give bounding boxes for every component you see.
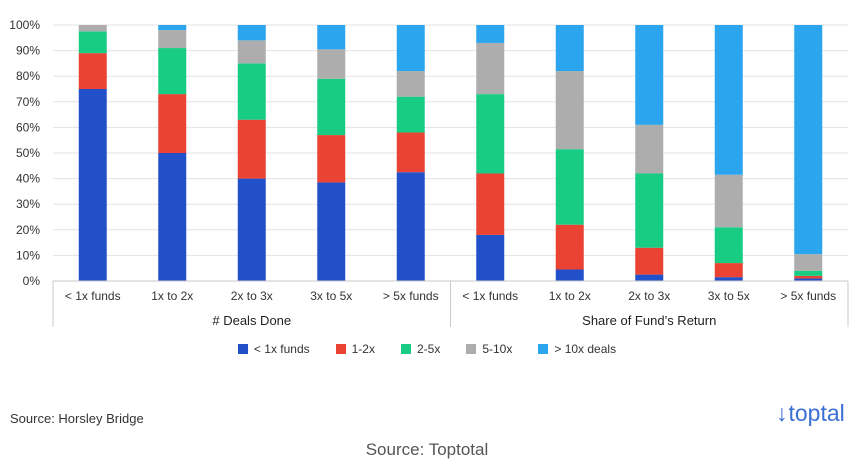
- bar-segment: [714, 263, 743, 278]
- bar-segment: [476, 94, 505, 174]
- x-tick-label: 1x to 2x: [549, 289, 591, 303]
- y-tick-label: 20%: [16, 223, 40, 237]
- y-tick-label: 60%: [16, 120, 40, 134]
- y-tick-label: 50%: [16, 146, 40, 160]
- y-tick-label: 80%: [16, 69, 40, 83]
- bar-segment: [794, 275, 823, 279]
- bar-segment: [635, 25, 664, 125]
- legend-item-5-10x: 5-10x: [466, 342, 512, 356]
- bar-segment: [317, 182, 346, 281]
- x-tick-label: 3x to 5x: [310, 289, 352, 303]
- toptal-logo-icon: ↓: [776, 400, 788, 426]
- bar-segment: [635, 247, 664, 275]
- legend-label: 5-10x: [482, 342, 513, 356]
- x-tick-label: > 5x funds: [780, 289, 836, 303]
- y-tick-label: 10%: [16, 248, 40, 262]
- legend-swatch: [237, 344, 248, 354]
- y-tick-label: 100%: [9, 18, 40, 32]
- bar-segment: [158, 30, 187, 49]
- bar-segment: [237, 178, 266, 281]
- x-tick-label: < 1x funds: [65, 289, 121, 303]
- bar-segment: [794, 254, 823, 271]
- bar-segment: [317, 135, 346, 183]
- bar-segment: [158, 153, 187, 281]
- legend-label: 1-2x: [351, 342, 375, 356]
- bar-segment: [555, 149, 584, 225]
- y-tick-label: 0%: [23, 274, 41, 288]
- legend-item-1-2x: 1-2x: [335, 342, 375, 356]
- group-label: # Deals Done: [212, 313, 291, 328]
- y-tick-label: 30%: [16, 197, 40, 211]
- bar-segment: [714, 174, 743, 228]
- legend-item-gt10x: > 10x deals: [538, 342, 616, 356]
- source-note: Source: Horsley Bridge: [10, 411, 144, 426]
- bar-segment: [555, 224, 584, 270]
- bar-segment: [794, 25, 823, 255]
- bar-segment: [317, 49, 346, 79]
- x-tick-label: 2x to 3x: [231, 289, 273, 303]
- bar-segment: [476, 25, 505, 43]
- bar-segment: [635, 274, 664, 281]
- bar-segment: [396, 96, 425, 133]
- bar-segment: [396, 25, 425, 72]
- bar-segment: [476, 173, 505, 235]
- toptal-logo-text: toptal: [788, 400, 845, 426]
- bar-segment: [555, 71, 584, 150]
- bar-segment: [396, 71, 425, 97]
- bar-segment: [237, 25, 266, 41]
- legend-item-2-5x: 2-5x: [400, 342, 441, 356]
- legend-label: < 1x funds: [253, 342, 310, 356]
- bar-segment: [158, 48, 187, 95]
- toptal-logo[interactable]: ↓toptal: [776, 400, 845, 427]
- bar-segment: [78, 89, 107, 281]
- legend-label: > 10x deals: [554, 342, 617, 356]
- bar-segment: [555, 269, 584, 281]
- x-tick-label: 2x to 3x: [628, 289, 670, 303]
- x-tick-label: 3x to 5x: [708, 289, 750, 303]
- legend-item-lt1x: < 1x funds: [237, 342, 310, 356]
- bar-segment: [635, 173, 664, 248]
- bar-segment: [714, 277, 743, 281]
- x-tick-label: < 1x funds: [462, 289, 518, 303]
- bar-segment: [317, 25, 346, 50]
- bar-segment: [237, 119, 266, 179]
- source-name: Horsley Bridge: [58, 411, 144, 426]
- legend-swatch: [466, 344, 477, 354]
- x-tick-label: 1x to 2x: [151, 289, 193, 303]
- group-label: Share of Fund’s Return: [582, 313, 716, 328]
- chart-legend: < 1x funds 1-2x 2-5x 5-10x > 10x deals: [0, 342, 854, 356]
- bar-segment: [396, 172, 425, 281]
- bar-segment: [78, 53, 107, 89]
- bar-segment: [317, 78, 346, 136]
- bar-segment: [237, 63, 266, 120]
- bar-segment: [237, 40, 266, 64]
- x-tick-label: > 5x funds: [383, 289, 439, 303]
- bar-segment: [794, 278, 823, 281]
- bar-segment: [78, 25, 107, 32]
- image-caption: Source: Toptotal: [365, 440, 489, 459]
- legend-swatch: [538, 344, 549, 354]
- bar-segment: [794, 270, 823, 276]
- legend-swatch: [335, 344, 346, 354]
- bar-segment: [714, 227, 743, 264]
- y-tick-label: 70%: [16, 95, 40, 109]
- bar-segment: [555, 25, 584, 72]
- stacked-bar-chart: 0% 10% 20% 30% 40% 50% 60% 70% 80% 90% 100% < 1x fu…: [9, 18, 849, 328]
- y-tick-label: 40%: [16, 172, 40, 186]
- bar-segment: [78, 31, 107, 54]
- legend-label: 2-5x: [416, 342, 441, 356]
- legend-swatch: [400, 344, 411, 354]
- bar-segment: [714, 25, 743, 175]
- y-tick-label: 90%: [16, 44, 40, 58]
- bar-segment: [476, 234, 505, 281]
- source-prefix: Source:: [10, 411, 59, 426]
- bar-segment: [476, 42, 505, 95]
- bar-segment: [396, 132, 425, 173]
- bar-segment: [635, 124, 664, 174]
- bar-segment: [158, 25, 187, 31]
- bar-segment: [158, 94, 187, 153]
